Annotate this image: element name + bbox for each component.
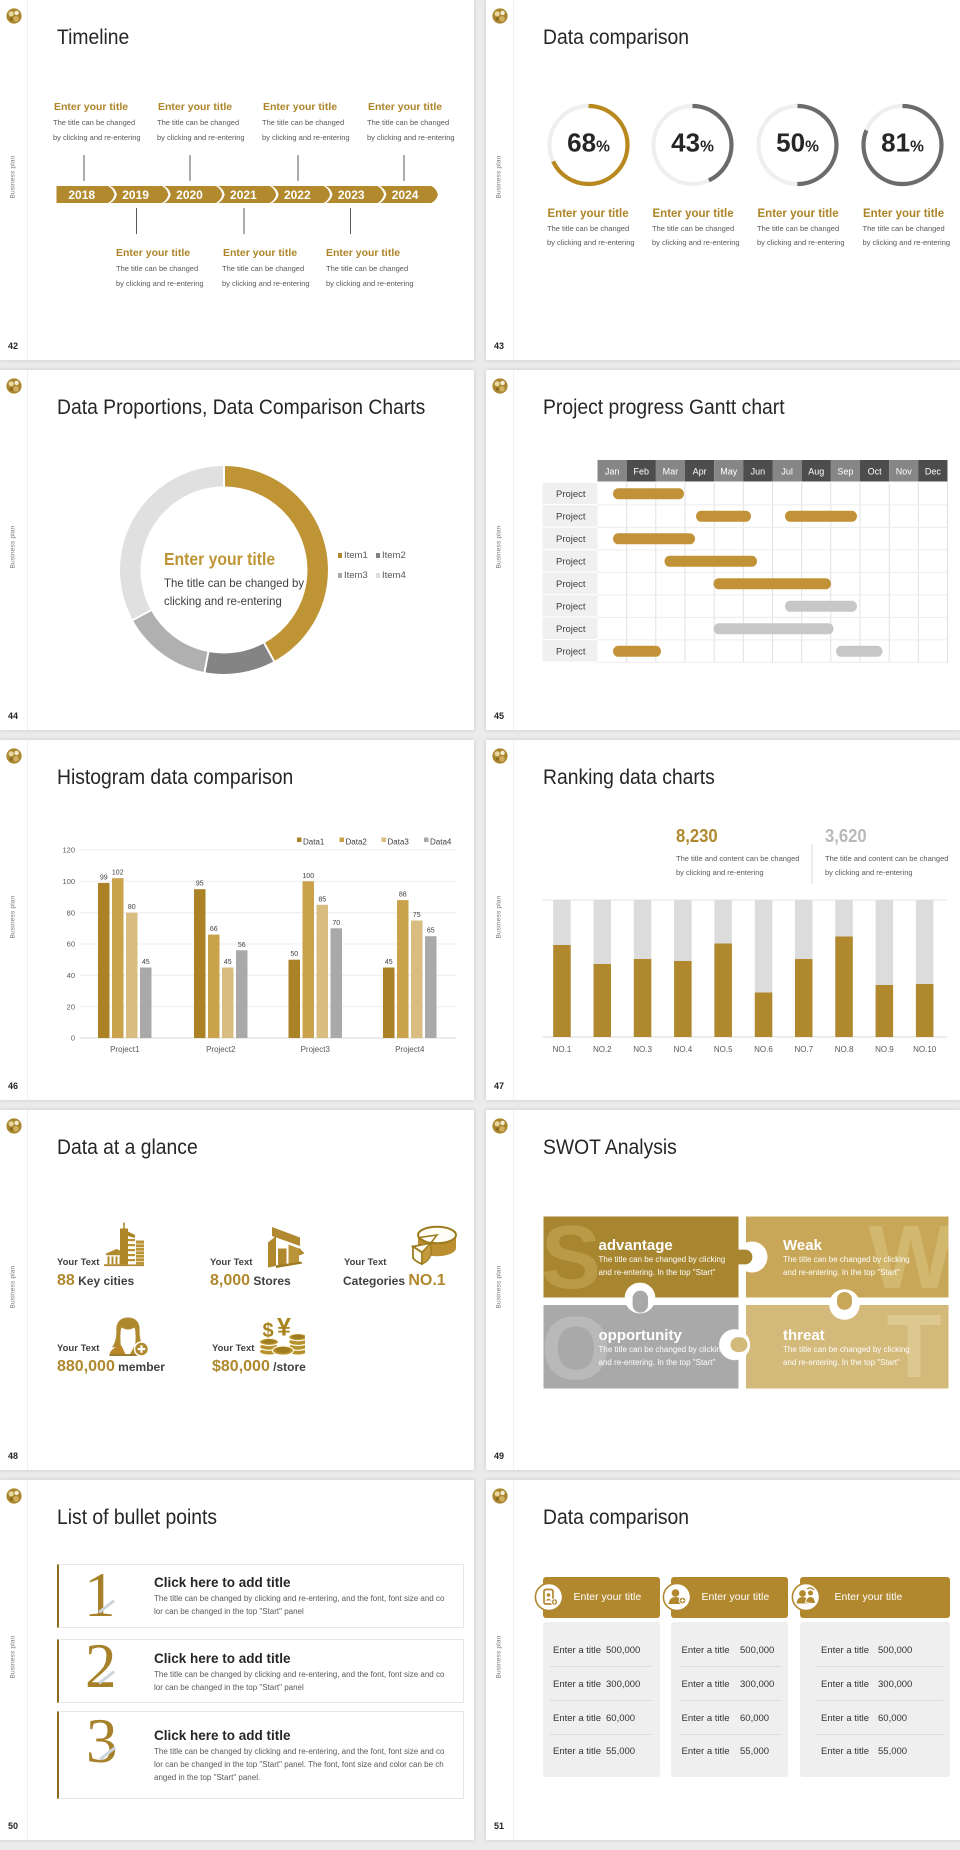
svg-text:45: 45 — [142, 959, 150, 966]
svg-text:2023: 2023 — [338, 188, 365, 202]
svg-text:45: 45 — [385, 959, 393, 966]
svg-text:2018: 2018 — [68, 188, 95, 202]
svg-text:100: 100 — [62, 877, 75, 886]
svg-text:40: 40 — [67, 971, 75, 980]
svg-text:50: 50 — [290, 951, 298, 958]
svg-text:NO.8: NO.8 — [835, 1045, 854, 1054]
svg-text:¥: ¥ — [277, 1318, 291, 1342]
svg-text:Jun: Jun — [751, 467, 766, 477]
svg-text:NO.10: NO.10 — [913, 1045, 937, 1054]
svg-text:Project3: Project3 — [301, 1045, 331, 1054]
svg-text:S: S — [541, 1208, 601, 1308]
svg-text:NO.7: NO.7 — [794, 1045, 813, 1054]
svg-text:85: 85 — [318, 896, 326, 903]
svg-text:Mar: Mar — [663, 467, 679, 477]
svg-text:20: 20 — [67, 1002, 75, 1011]
svg-text:Project4: Project4 — [395, 1045, 425, 1054]
svg-text:NO.5: NO.5 — [714, 1045, 733, 1054]
svg-text:Aug: Aug — [808, 467, 824, 477]
svg-text:2019: 2019 — [122, 188, 149, 202]
svg-text:Data2: Data2 — [346, 838, 368, 847]
svg-text:100: 100 — [302, 873, 314, 880]
svg-text:2021: 2021 — [230, 188, 257, 202]
svg-text:NO.2: NO.2 — [593, 1045, 612, 1054]
svg-text:80: 80 — [67, 908, 75, 917]
svg-text:45: 45 — [224, 959, 232, 966]
svg-text:Feb: Feb — [634, 467, 650, 477]
svg-text:88: 88 — [399, 892, 407, 899]
svg-text:75: 75 — [413, 912, 421, 919]
svg-text:Project2: Project2 — [206, 1045, 236, 1054]
svg-text:65: 65 — [427, 928, 435, 935]
svg-text:70: 70 — [332, 920, 340, 927]
svg-text:$: $ — [262, 1320, 273, 1342]
svg-text:NO.3: NO.3 — [633, 1045, 652, 1054]
svg-text:56: 56 — [238, 942, 246, 949]
svg-text:Data3: Data3 — [388, 838, 410, 847]
svg-text:99: 99 — [100, 874, 108, 881]
svg-text:95: 95 — [196, 881, 204, 888]
svg-text:NO.6: NO.6 — [754, 1045, 773, 1054]
svg-text:Jan: Jan — [605, 467, 620, 477]
svg-text:2020: 2020 — [176, 188, 203, 202]
svg-text:Project: Project — [556, 556, 586, 567]
svg-text:Project: Project — [556, 534, 586, 545]
svg-text:Project: Project — [556, 579, 586, 590]
svg-text:T: T — [887, 1297, 942, 1397]
svg-text:Project: Project — [556, 624, 586, 635]
svg-text:Data4: Data4 — [430, 838, 452, 847]
svg-text:80: 80 — [128, 904, 136, 911]
svg-text:60: 60 — [67, 940, 75, 949]
svg-text:Sep: Sep — [837, 467, 853, 477]
svg-text:O: O — [541, 1299, 611, 1399]
svg-text:Nov: Nov — [896, 467, 913, 477]
svg-text:W: W — [869, 1208, 954, 1308]
svg-text:May: May — [720, 467, 738, 477]
svg-text:Project: Project — [556, 489, 586, 500]
svg-text:Oct: Oct — [868, 467, 883, 477]
svg-text:102: 102 — [112, 870, 124, 877]
svg-text:2022: 2022 — [284, 188, 311, 202]
svg-text:Project: Project — [556, 646, 586, 657]
svg-text:66: 66 — [210, 926, 218, 933]
svg-text:0: 0 — [71, 1034, 75, 1043]
svg-text:Project1: Project1 — [110, 1045, 140, 1054]
svg-text:Jul: Jul — [781, 467, 793, 477]
svg-text:NO.1: NO.1 — [553, 1045, 572, 1054]
svg-text:NO.9: NO.9 — [875, 1045, 894, 1054]
svg-text:Data1: Data1 — [303, 838, 325, 847]
svg-text:2024: 2024 — [392, 188, 419, 202]
svg-text:Project: Project — [556, 511, 586, 522]
svg-text:120: 120 — [62, 846, 75, 855]
svg-text:Dec: Dec — [925, 467, 942, 477]
svg-text:NO.4: NO.4 — [674, 1045, 693, 1054]
svg-text:Apr: Apr — [693, 467, 707, 477]
svg-text:Project: Project — [556, 601, 586, 612]
